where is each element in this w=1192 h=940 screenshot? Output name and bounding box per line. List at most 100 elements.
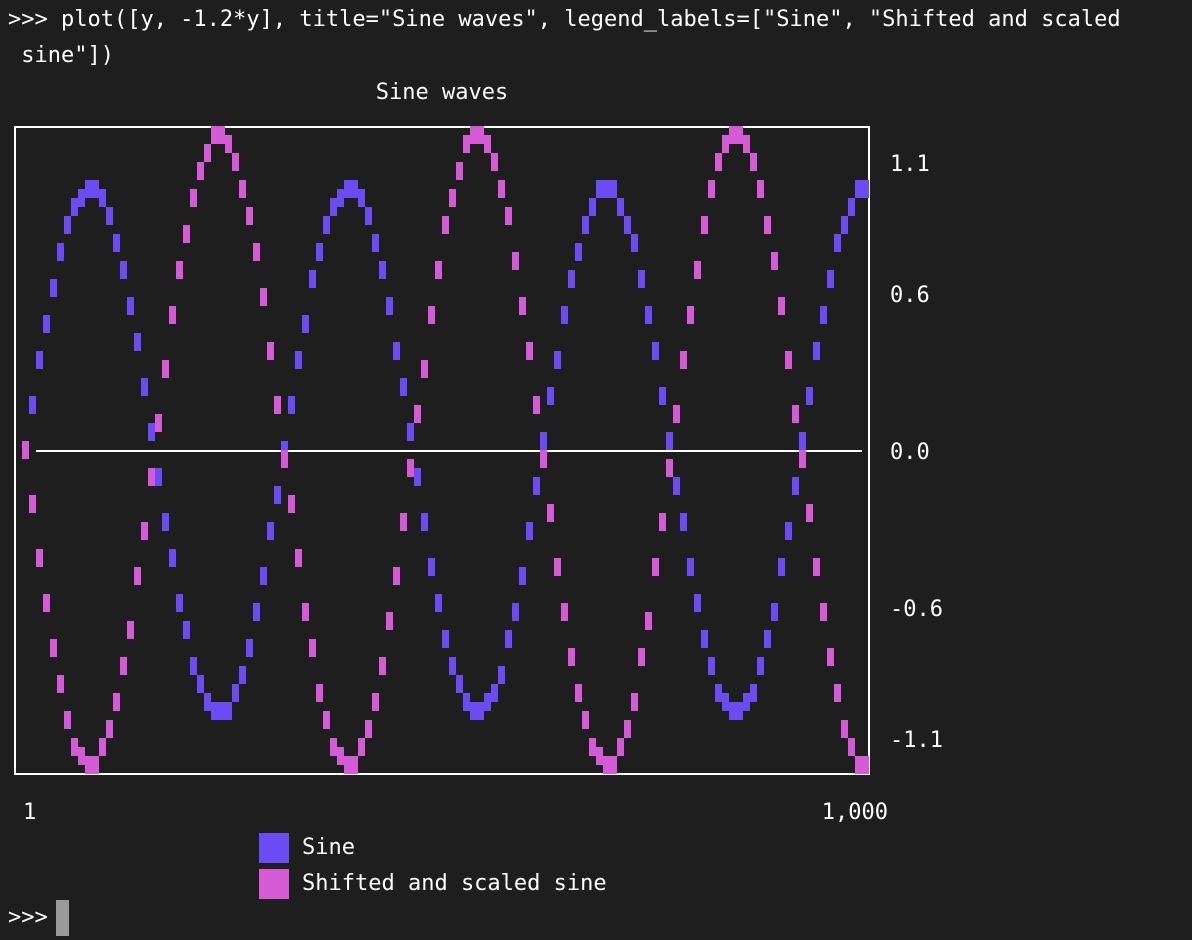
series-point bbox=[659, 513, 666, 531]
series-point bbox=[127, 621, 134, 639]
legend-swatch-sine bbox=[259, 833, 289, 863]
series-point bbox=[134, 333, 141, 351]
series-point bbox=[652, 342, 659, 360]
series-point bbox=[463, 135, 470, 153]
series-point bbox=[799, 432, 806, 450]
legend-item-sine: Sine bbox=[259, 830, 607, 866]
series-point bbox=[267, 342, 274, 360]
x-tick-label: 1,000 bbox=[822, 800, 888, 825]
series-point bbox=[183, 621, 190, 639]
y-tick-label: -1.1 bbox=[890, 728, 943, 753]
y-axis-ticks: 1.1 0.6 0.0 -0.6 -1.1 bbox=[890, 152, 943, 753]
series-point bbox=[36, 549, 43, 567]
series-point bbox=[820, 306, 827, 324]
series-point bbox=[792, 477, 799, 495]
series-point bbox=[323, 216, 330, 234]
series-point bbox=[435, 594, 442, 612]
series-point bbox=[414, 405, 421, 423]
series-point bbox=[92, 756, 99, 774]
series-point bbox=[715, 684, 722, 702]
series-point bbox=[526, 522, 533, 540]
series-point bbox=[365, 207, 372, 225]
series-point bbox=[393, 342, 400, 360]
series-point bbox=[442, 216, 449, 234]
series-point bbox=[547, 387, 554, 405]
series-point bbox=[99, 189, 106, 207]
series-point bbox=[764, 216, 771, 234]
series-point bbox=[155, 414, 162, 432]
series-point bbox=[407, 423, 414, 441]
series-point bbox=[799, 450, 806, 468]
series-point bbox=[484, 693, 491, 711]
series-point bbox=[743, 693, 750, 711]
series-point bbox=[162, 360, 169, 378]
series-point bbox=[253, 243, 260, 261]
prompt-line[interactable]: >>> bbox=[8, 900, 69, 936]
series-point bbox=[295, 549, 302, 567]
series-point bbox=[533, 477, 540, 495]
series-point bbox=[554, 558, 561, 576]
series-point bbox=[64, 711, 71, 729]
y-tick-label: 0.6 bbox=[890, 283, 930, 308]
series-point bbox=[456, 162, 463, 180]
series-point bbox=[225, 702, 232, 720]
series-point bbox=[505, 207, 512, 225]
series-point bbox=[736, 126, 743, 144]
series-point bbox=[309, 270, 316, 288]
series-point bbox=[267, 522, 274, 540]
series-point bbox=[596, 747, 603, 765]
series-point bbox=[575, 684, 582, 702]
series-point bbox=[785, 351, 792, 369]
series-point bbox=[617, 738, 624, 756]
series-point bbox=[176, 261, 183, 279]
series-sine bbox=[22, 180, 869, 720]
series-point bbox=[757, 657, 764, 675]
series-shifted-and-scaled-sine bbox=[22, 126, 869, 774]
series-point bbox=[134, 567, 141, 585]
series-point bbox=[771, 252, 778, 270]
series-point bbox=[190, 189, 197, 207]
series-point bbox=[827, 648, 834, 666]
series-point bbox=[218, 702, 225, 720]
y-tick-label: -0.6 bbox=[890, 597, 943, 622]
legend: Sine Shifted and scaled sine bbox=[259, 830, 607, 902]
series-point bbox=[526, 342, 533, 360]
series-point bbox=[624, 216, 631, 234]
series-point bbox=[379, 261, 386, 279]
series-point bbox=[22, 441, 29, 459]
series-point bbox=[50, 639, 57, 657]
series-point bbox=[190, 657, 197, 675]
series-point bbox=[715, 153, 722, 171]
series-point bbox=[197, 162, 204, 180]
series-point bbox=[274, 396, 281, 414]
series-point bbox=[645, 612, 652, 630]
series-point bbox=[71, 198, 78, 216]
series-point bbox=[652, 558, 659, 576]
series-point bbox=[512, 252, 519, 270]
series-point bbox=[176, 594, 183, 612]
series-point bbox=[582, 711, 589, 729]
series-point bbox=[463, 693, 470, 711]
series-point bbox=[561, 603, 568, 621]
series-point bbox=[659, 387, 666, 405]
series-point bbox=[589, 198, 596, 216]
series-point bbox=[169, 306, 176, 324]
x-tick-label: 1 bbox=[23, 800, 36, 825]
cursor[interactable] bbox=[55, 900, 69, 936]
series-point bbox=[855, 180, 862, 198]
series-point bbox=[281, 450, 288, 468]
series-point bbox=[120, 261, 127, 279]
legend-item-shifted: Shifted and scaled sine bbox=[259, 866, 607, 902]
series-point bbox=[78, 747, 85, 765]
series-point bbox=[631, 693, 638, 711]
series-point bbox=[512, 603, 519, 621]
series-point bbox=[750, 684, 757, 702]
series-point bbox=[148, 423, 155, 441]
series-point bbox=[687, 558, 694, 576]
series-point bbox=[554, 351, 561, 369]
series-point bbox=[631, 234, 638, 252]
series-point bbox=[141, 378, 148, 396]
series-point bbox=[85, 756, 92, 774]
series-point bbox=[274, 486, 281, 504]
series-point bbox=[421, 513, 428, 531]
